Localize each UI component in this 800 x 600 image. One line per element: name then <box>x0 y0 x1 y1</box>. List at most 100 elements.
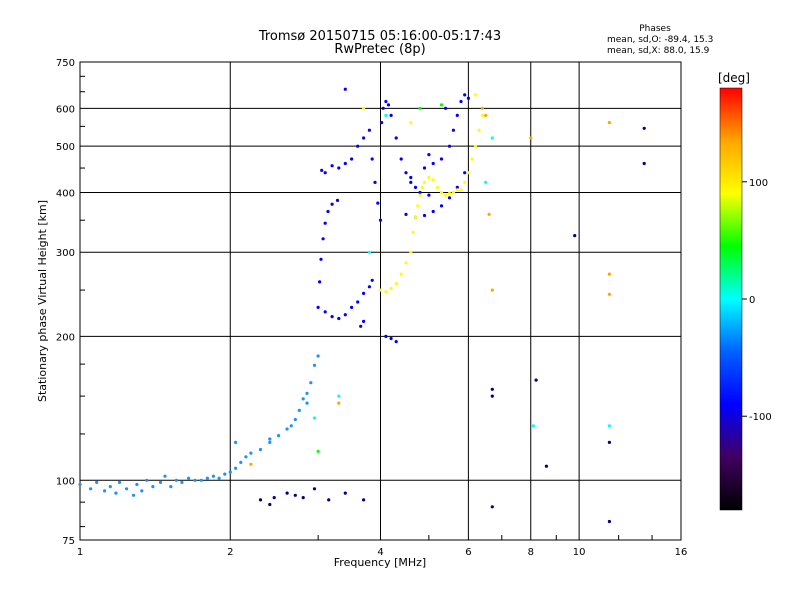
data-point <box>362 106 366 110</box>
data-point <box>356 144 360 148</box>
data-point <box>151 485 155 489</box>
data-point <box>312 487 317 491</box>
data-point <box>378 218 383 222</box>
y-tick-label: 200 <box>56 332 75 343</box>
data-point <box>473 144 478 148</box>
y-tick-label: 100 <box>56 476 75 487</box>
data-point <box>480 106 484 110</box>
data-point <box>312 416 317 420</box>
data-point <box>337 166 341 170</box>
data-point <box>362 319 366 323</box>
data-point <box>470 157 474 161</box>
plot-area: 1 2 4 6 8 10 16 75 100 200 300 400 500 600 750 <box>56 58 687 558</box>
data-point <box>420 185 424 189</box>
data-point <box>399 157 403 161</box>
data-point <box>399 272 403 276</box>
data-point <box>258 498 263 502</box>
data-point <box>531 424 536 428</box>
data-point <box>320 168 324 172</box>
data-point <box>174 478 178 482</box>
data-point <box>378 288 383 292</box>
data-point <box>463 171 467 175</box>
data-point <box>418 106 422 110</box>
x-axis-ticks: 1 2 4 6 8 10 16 <box>77 535 688 558</box>
data-point <box>413 185 418 189</box>
data-point <box>114 491 118 495</box>
data-point <box>343 491 347 495</box>
data-point <box>108 485 112 489</box>
data-point <box>187 476 191 480</box>
data-point <box>362 291 366 295</box>
y-axis-ticks: 75 100 200 300 400 500 600 750 <box>56 58 85 547</box>
data-point <box>490 394 494 398</box>
data-point <box>418 190 422 195</box>
x-axis-label: Frequency [MHz] <box>334 556 426 569</box>
data-point <box>431 209 435 214</box>
data-point <box>330 202 334 206</box>
data-point <box>326 209 330 214</box>
data-point <box>435 185 439 189</box>
data-point <box>103 489 107 493</box>
chart-subtitle: RwPretec (8p) <box>334 42 425 57</box>
data-point <box>140 489 144 493</box>
data-points <box>78 87 646 524</box>
data-point <box>373 180 377 184</box>
data-point <box>268 437 272 441</box>
data-point <box>490 387 494 391</box>
data-point <box>487 212 491 216</box>
phases-x-stats: mean, sd,X: 88.0, 15.9 <box>607 46 710 56</box>
data-point <box>409 180 413 184</box>
data-point <box>384 290 388 294</box>
data-point <box>466 171 470 175</box>
y-axis-label: Stationary phase Virtual Height [km] <box>36 200 49 402</box>
data-point <box>289 424 293 428</box>
phases-o-stats: mean, sd,O: -89.4, 15.3 <box>607 35 713 45</box>
data-point <box>337 394 341 398</box>
chart-title: Tromsø 20150715 05:16:00-05:17:43 <box>258 29 501 44</box>
data-point <box>309 381 313 385</box>
data-point <box>337 316 341 321</box>
x-tick-label: 1 <box>77 547 83 558</box>
data-point <box>422 213 427 218</box>
data-point <box>343 161 347 166</box>
y-tick-label: 75 <box>62 536 75 547</box>
data-point <box>169 485 173 489</box>
data-point <box>411 230 415 234</box>
colorbar-gradient <box>719 87 743 511</box>
data-point <box>427 193 431 197</box>
colorbar-ticks: 100 0 -100 <box>742 178 772 423</box>
data-point <box>370 157 374 161</box>
data-point <box>343 87 347 91</box>
data-point <box>356 300 360 304</box>
data-point <box>607 121 612 125</box>
colorbar-tick-label: 0 <box>749 295 755 306</box>
data-point <box>239 460 243 464</box>
data-point <box>431 161 435 166</box>
data-point <box>316 305 320 309</box>
data-point <box>285 427 289 431</box>
data-point <box>384 99 388 104</box>
data-point <box>404 171 408 175</box>
data-point <box>312 363 317 367</box>
data-point <box>78 482 82 487</box>
data-point <box>404 261 408 265</box>
data-point <box>409 175 413 180</box>
data-point <box>484 180 488 184</box>
data-point <box>277 434 281 438</box>
data-point <box>431 178 435 182</box>
data-point <box>145 478 149 482</box>
data-point <box>318 280 322 284</box>
x-tick-label: 16 <box>675 547 688 558</box>
data-point <box>544 464 549 468</box>
data-point <box>427 153 431 157</box>
data-point <box>490 288 494 292</box>
x-tick-label: 10 <box>573 547 586 558</box>
data-point <box>444 106 448 110</box>
data-point <box>534 378 538 382</box>
data-point <box>427 175 431 180</box>
data-point <box>473 93 478 97</box>
x-tick-label: 4 <box>377 547 383 558</box>
data-point <box>305 401 309 405</box>
data-point <box>367 285 371 289</box>
colorbar-tick-label: 100 <box>749 178 768 189</box>
